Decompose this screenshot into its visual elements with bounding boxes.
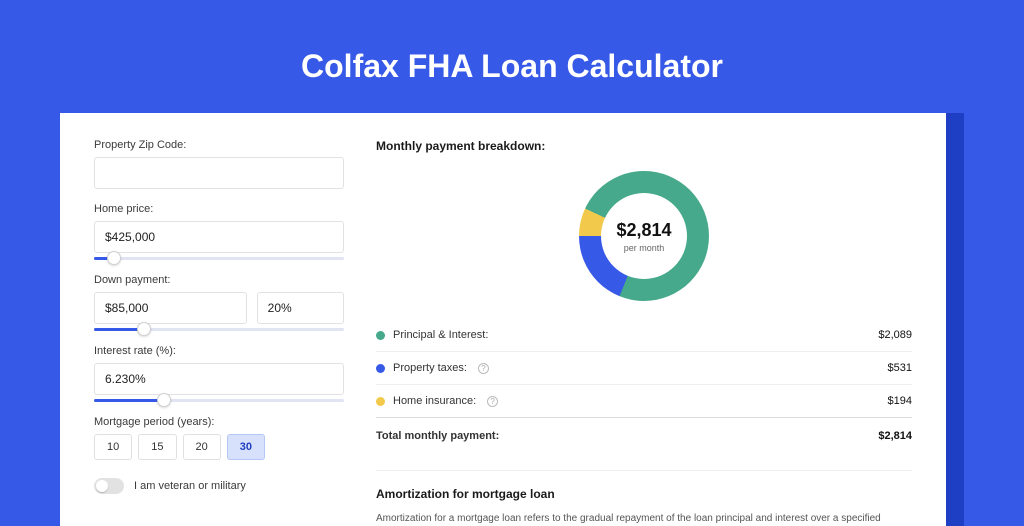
breakdown-row-label: Home insurance:? xyxy=(376,395,498,407)
donut-amount: $2,814 xyxy=(616,220,671,241)
rate-input[interactable] xyxy=(94,363,344,395)
period-button-30[interactable]: 30 xyxy=(227,434,265,460)
rate-slider-thumb[interactable] xyxy=(157,393,171,407)
breakdown-title: Monthly payment breakdown: xyxy=(376,139,912,153)
down-payment-slider-thumb[interactable] xyxy=(137,322,151,336)
home-price-label: Home price: xyxy=(94,203,344,215)
breakdown-row: Home insurance:? $194 xyxy=(376,384,912,417)
period-block: Mortgage period (years): 1015 2030 xyxy=(94,416,344,460)
legend-dot xyxy=(376,364,385,373)
veteran-toggle[interactable] xyxy=(94,478,124,494)
breakdown-row-value: $194 xyxy=(888,395,912,407)
donut-sublabel: per month xyxy=(624,243,665,253)
breakdown-row-value: $531 xyxy=(888,362,912,374)
period-buttons: 1015 2030 xyxy=(94,434,344,460)
breakdown-total-label: Total monthly payment: xyxy=(376,430,499,442)
page-title: Colfax FHA Loan Calculator xyxy=(0,0,1024,113)
card-shadow: Property Zip Code: Home price: Down paym… xyxy=(60,113,964,526)
breakdown-row-value: $2,089 xyxy=(878,329,912,341)
breakdown-row-label: Principal & Interest: xyxy=(376,329,488,341)
down-payment-block: Down payment: xyxy=(94,274,344,331)
calculator-card: Property Zip Code: Home price: Down paym… xyxy=(60,113,946,526)
rate-slider-fill xyxy=(94,399,164,402)
form-column: Property Zip Code: Home price: Down paym… xyxy=(94,139,344,526)
breakdown-label-text: Principal & Interest: xyxy=(393,329,488,341)
info-icon[interactable]: ? xyxy=(487,396,498,407)
veteran-label: I am veteran or military xyxy=(134,480,246,492)
info-icon[interactable]: ? xyxy=(478,363,489,374)
donut-chart: $2,814 per month xyxy=(579,171,709,301)
zip-field-block: Property Zip Code: xyxy=(94,139,344,189)
home-price-input[interactable] xyxy=(94,221,344,253)
zip-label: Property Zip Code: xyxy=(94,139,344,151)
legend-dot xyxy=(376,397,385,406)
down-payment-label: Down payment: xyxy=(94,274,344,286)
down-payment-input[interactable] xyxy=(94,292,247,324)
down-payment-pct-input[interactable] xyxy=(257,292,344,324)
amortization-text: Amortization for a mortgage loan refers … xyxy=(376,511,912,526)
donut-wrap: $2,814 per month xyxy=(376,163,912,319)
amortization-block: Amortization for mortgage loan Amortizat… xyxy=(376,470,912,526)
amortization-title: Amortization for mortgage loan xyxy=(376,487,912,501)
rate-slider[interactable] xyxy=(94,399,344,402)
home-price-slider-thumb[interactable] xyxy=(107,251,121,265)
period-button-20[interactable]: 20 xyxy=(183,434,221,460)
veteran-row: I am veteran or military xyxy=(94,478,344,494)
breakdown-label-text: Home insurance: xyxy=(393,395,476,407)
veteran-toggle-knob xyxy=(96,480,108,492)
breakdown-row: Principal & Interest: $2,089 xyxy=(376,319,912,351)
period-button-10[interactable]: 10 xyxy=(94,434,132,460)
home-price-block: Home price: xyxy=(94,203,344,260)
rate-label: Interest rate (%): xyxy=(94,345,344,357)
period-button-15[interactable]: 15 xyxy=(138,434,176,460)
breakdown-label-text: Property taxes: xyxy=(393,362,467,374)
breakdown-row: Property taxes:? $531 xyxy=(376,351,912,384)
zip-input[interactable] xyxy=(94,157,344,189)
breakdown-rows: Principal & Interest: $2,089 Property taxe… xyxy=(376,319,912,417)
breakdown-total-value: $2,814 xyxy=(878,430,912,442)
rate-block: Interest rate (%): xyxy=(94,345,344,402)
breakdown-total-row: Total monthly payment: $2,814 xyxy=(376,417,912,452)
period-label: Mortgage period (years): xyxy=(94,416,344,428)
legend-dot xyxy=(376,331,385,340)
down-payment-slider[interactable] xyxy=(94,328,344,331)
breakdown-column: Monthly payment breakdown: $2,814 per mo… xyxy=(376,139,912,526)
breakdown-row-label: Property taxes:? xyxy=(376,362,489,374)
donut-center: $2,814 per month xyxy=(601,193,687,279)
home-price-slider[interactable] xyxy=(94,257,344,260)
